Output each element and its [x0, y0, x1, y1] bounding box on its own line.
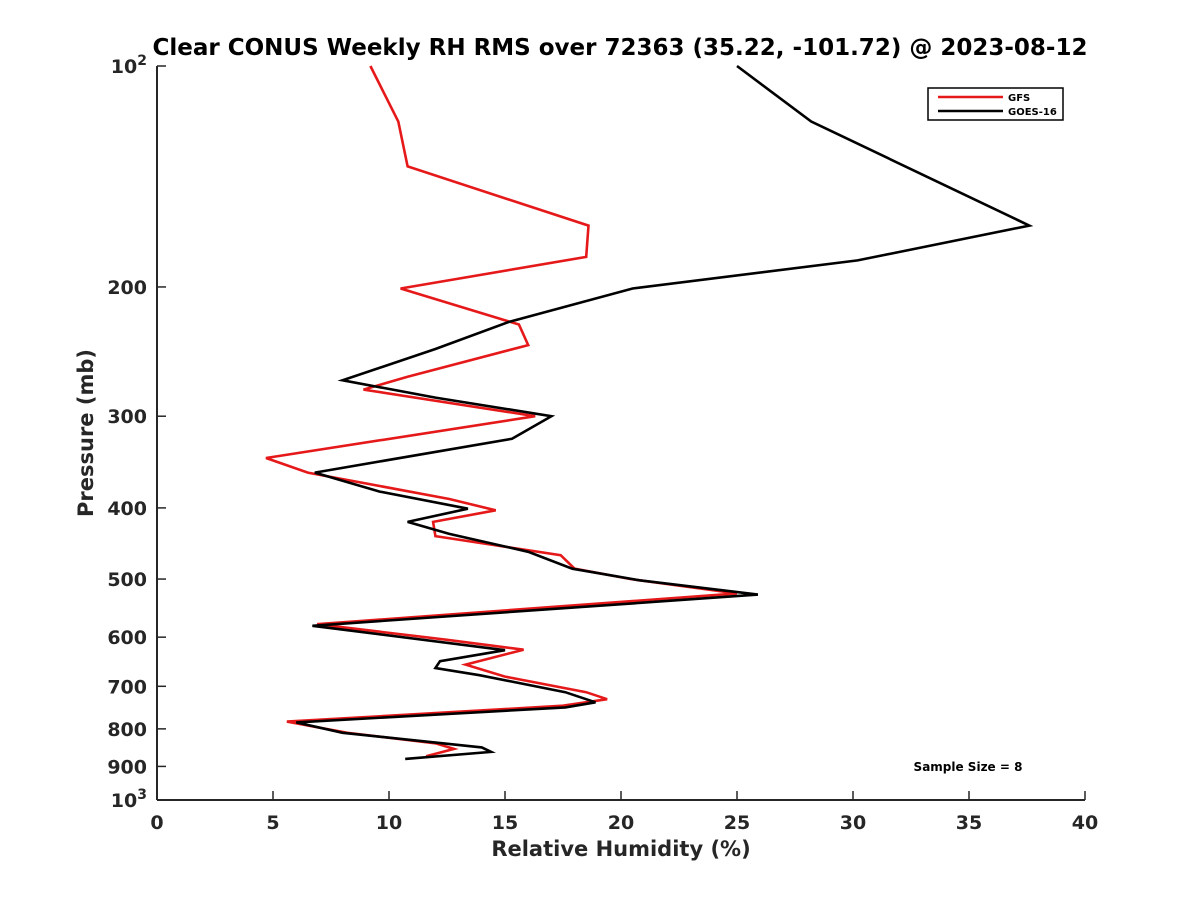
y-tick-label: 300 [107, 406, 147, 428]
x-axis-ticks: 0 5 10 15 20 25 30 35 40 [150, 791, 1098, 834]
y-tick-label: 102 [111, 53, 147, 78]
plot-background [157, 66, 1085, 800]
y-tick-label: 700 [107, 676, 147, 698]
x-tick-label: 0 [150, 812, 163, 834]
plot-area [157, 66, 1085, 800]
y-tick-label: 500 [107, 569, 147, 591]
y-tick-label: 600 [107, 627, 147, 649]
y-axis-label: Pressure (mb) [74, 349, 98, 517]
x-tick-label: 20 [608, 812, 634, 834]
x-tick-label: 25 [724, 812, 750, 834]
x-axis-label: Relative Humidity (%) [491, 837, 750, 861]
sample-size-annotation: Sample Size = 8 [914, 760, 1023, 774]
legend: GFS GOES-16 [927, 87, 1064, 121]
x-tick-label: 10 [376, 812, 402, 834]
legend-box [927, 87, 1064, 121]
series-line-goes-16 [295, 64, 1034, 761]
chart-title: Clear CONUS Weekly RH RMS over 72363 (35… [153, 35, 1088, 61]
x-tick-label: 40 [1072, 812, 1098, 834]
y-tick-base: 10 [111, 56, 137, 78]
y-tick-exponent: 3 [137, 787, 147, 803]
legend-label-gfs: GFS [1008, 93, 1030, 104]
y-tick-label: 900 [107, 756, 147, 778]
y-tick-label: 400 [107, 498, 147, 520]
y-tick-exponent: 2 [137, 53, 147, 69]
series-lines [265, 64, 1034, 761]
y-tick-label: 200 [107, 277, 147, 299]
y-tick-base: 10 [111, 790, 137, 812]
x-tick-label: 5 [266, 812, 279, 834]
x-tick-label: 15 [492, 812, 518, 834]
y-tick-label: 800 [107, 719, 147, 741]
legend-label-goes-16: GOES-16 [1008, 107, 1057, 118]
x-tick-label: 30 [840, 812, 866, 834]
y-tick-label: 103 [111, 787, 147, 812]
x-tick-label: 35 [956, 812, 982, 834]
